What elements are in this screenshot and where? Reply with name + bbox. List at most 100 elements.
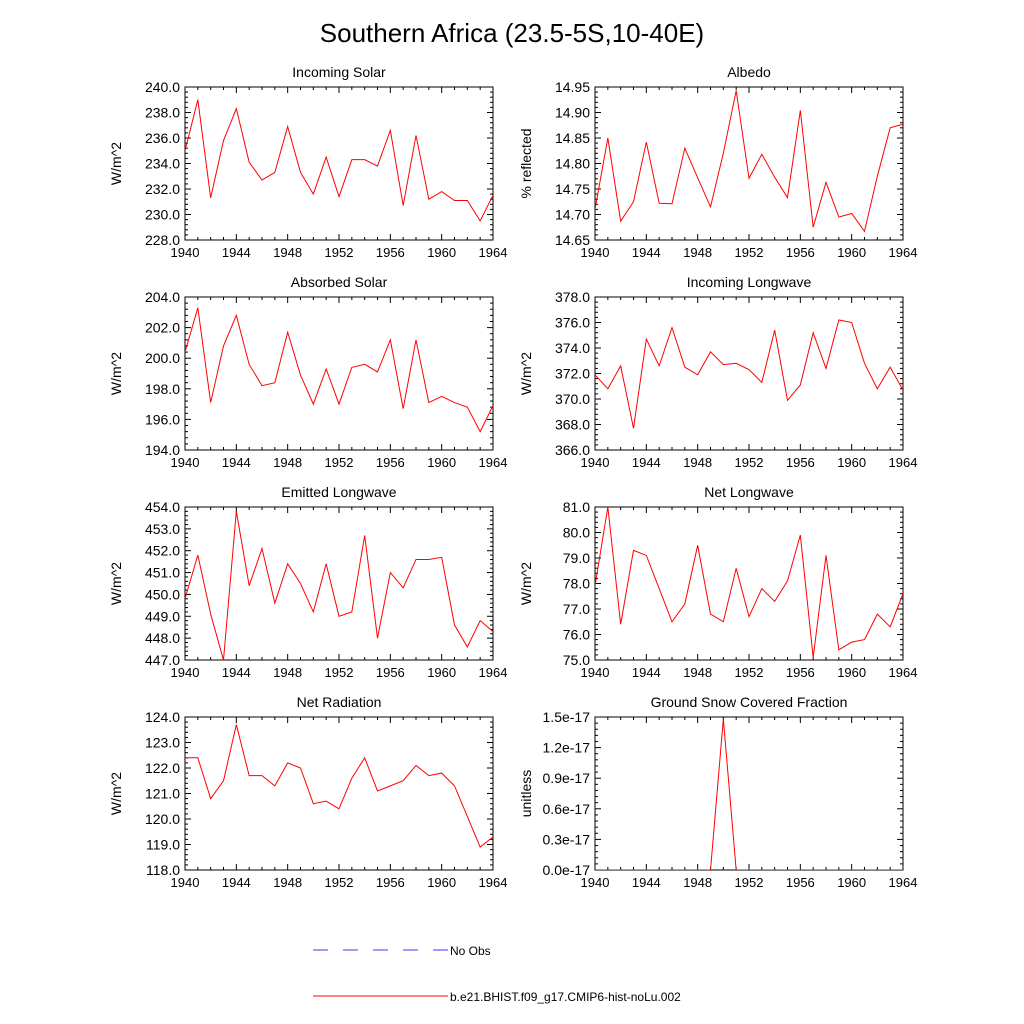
chart-panel-net-longwave: Net Longwave W/m^2 1940 1944 1948 1952 1956 196… <box>518 484 917 680</box>
y-tick-label: 240.0 <box>145 79 180 95</box>
chart-panel-albedo: Albedo % reflected 1940 1944 1948 1952 1956 196… <box>518 64 917 260</box>
y-tick-label: 372.0 <box>555 366 590 382</box>
y-tick-label: 202.0 <box>145 320 180 336</box>
x-tick-label: 1956 <box>786 455 815 470</box>
x-tick-label: 1960 <box>837 455 866 470</box>
y-tick-label: 204.0 <box>145 289 180 305</box>
y-tick-label: 454.0 <box>145 499 180 515</box>
x-tick-label: 1964 <box>479 665 508 680</box>
y-tick-label: 368.0 <box>555 417 590 433</box>
x-tick-label: 1952 <box>735 455 764 470</box>
x-tick-label: 1952 <box>325 245 354 260</box>
y-tick-label: 118.0 <box>146 862 180 878</box>
y-tick-label: 447.0 <box>145 652 180 668</box>
x-tick-label: 1940 <box>581 245 610 260</box>
x-tick-label: 1948 <box>683 665 712 680</box>
x-tick-label: 1944 <box>632 875 661 890</box>
x-tick-label: 1944 <box>222 455 251 470</box>
series-line-net-longwave <box>595 507 903 658</box>
series-line-net-radiation <box>185 724 493 848</box>
y-tick-label: 119.0 <box>146 837 180 853</box>
figure-title: Southern Africa (23.5-5S,10-40E) <box>320 18 704 48</box>
x-tick-label: 1948 <box>273 245 302 260</box>
chart-panel-net-radiation: Net Radiation W/m^2 1940 1944 1948 1952 1956 19… <box>108 694 507 890</box>
x-tick-label: 1964 <box>889 665 918 680</box>
y-tick-label: 236.0 <box>145 130 180 146</box>
x-tick-label: 1960 <box>837 665 866 680</box>
x-tick-label: 1944 <box>632 455 661 470</box>
series-line-ground-snow-covered-fraction <box>595 718 903 870</box>
x-tick-label: 1964 <box>889 245 918 260</box>
y-tick-label: 198.0 <box>145 381 180 397</box>
panel-title: Incoming Solar <box>292 64 386 80</box>
x-tick-label: 1944 <box>222 875 251 890</box>
y-tick-label: 121.0 <box>145 786 180 802</box>
panel-title: Albedo <box>727 64 771 80</box>
x-tick-label: 1940 <box>581 455 610 470</box>
x-tick-label: 1952 <box>325 665 354 680</box>
panel-title: Absorbed Solar <box>291 274 388 290</box>
panel-title: Emitted Longwave <box>281 484 396 500</box>
legend-label-no-obs: No Obs <box>450 944 491 958</box>
y-tick-label: 1.2e-17 <box>543 740 591 756</box>
x-tick-label: 1944 <box>222 245 251 260</box>
y-tick-label: 79.0 <box>563 550 590 566</box>
y-axis-label: % reflected <box>518 128 534 198</box>
x-tick-label: 1948 <box>683 455 712 470</box>
x-tick-label: 1948 <box>683 875 712 890</box>
y-tick-label: 14.65 <box>555 232 590 248</box>
x-tick-label: 1944 <box>632 665 661 680</box>
y-tick-label: 376.0 <box>555 315 590 331</box>
y-tick-label: 370.0 <box>555 391 590 407</box>
y-tick-label: 366.0 <box>555 442 590 458</box>
panel-title: Net Radiation <box>297 694 382 710</box>
y-tick-label: 451.0 <box>145 565 180 581</box>
y-tick-label: 234.0 <box>145 156 180 172</box>
x-tick-label: 1964 <box>479 875 508 890</box>
y-axis-label: W/m^2 <box>108 772 124 815</box>
chart-panel-incoming-solar: Incoming Solar W/m^2 1940 1944 1948 1952 1956 1… <box>108 64 507 260</box>
x-tick-label: 1940 <box>171 875 200 890</box>
chart-panel-ground-snow-covered-fraction: Ground Snow Covered Fraction unitless 1940… <box>518 694 917 890</box>
y-tick-label: 14.75 <box>555 181 590 197</box>
y-tick-label: 374.0 <box>555 340 590 356</box>
x-tick-label: 1960 <box>427 875 456 890</box>
y-tick-label: 120.0 <box>145 811 180 827</box>
x-tick-label: 1964 <box>889 455 918 470</box>
plot-frame <box>184 296 494 451</box>
y-tick-label: 194.0 <box>145 442 180 458</box>
x-tick-label: 1956 <box>786 875 815 890</box>
plot-frame <box>594 716 904 871</box>
series-line-emitted-longwave <box>185 511 493 660</box>
x-tick-label: 1948 <box>273 665 302 680</box>
y-tick-label: 196.0 <box>145 411 180 427</box>
x-tick-label: 1948 <box>273 875 302 890</box>
y-tick-label: 230.0 <box>145 207 180 223</box>
y-tick-label: 14.90 <box>555 105 590 121</box>
y-tick-label: 14.95 <box>555 79 590 95</box>
plot-frame <box>594 506 904 661</box>
x-tick-label: 1944 <box>222 665 251 680</box>
x-tick-label: 1952 <box>735 665 764 680</box>
x-tick-label: 1940 <box>171 455 200 470</box>
x-tick-label: 1952 <box>325 875 354 890</box>
y-tick-label: 450.0 <box>145 586 180 602</box>
series-line-incoming-solar <box>185 99 493 222</box>
x-tick-label: 1956 <box>786 665 815 680</box>
y-tick-label: 453.0 <box>145 521 180 537</box>
x-tick-label: 1948 <box>273 455 302 470</box>
y-tick-label: 124.0 <box>145 709 180 725</box>
y-tick-label: 14.80 <box>555 156 590 172</box>
y-tick-label: 232.0 <box>145 181 180 197</box>
y-tick-label: 238.0 <box>145 105 180 121</box>
y-tick-label: 76.0 <box>563 627 590 643</box>
y-tick-label: 123.0 <box>145 735 180 751</box>
x-tick-label: 1940 <box>171 665 200 680</box>
x-tick-label: 1964 <box>479 245 508 260</box>
y-tick-label: 81.0 <box>563 499 590 515</box>
legend: No Obs b.e21.BHIST.f09_g17.CMIP6-hist-noL… <box>313 944 681 1004</box>
chart-panel-incoming-longwave: Incoming Longwave W/m^2 1940 1944 1948 1952 19… <box>518 274 917 470</box>
y-tick-label: 452.0 <box>145 543 180 559</box>
y-tick-label: 14.85 <box>555 130 590 146</box>
